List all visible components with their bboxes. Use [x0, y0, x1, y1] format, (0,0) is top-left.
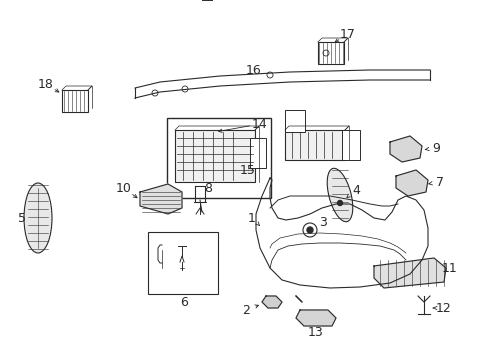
Bar [175, 130, 254, 182]
Polygon shape [373, 258, 445, 288]
Text: 10: 10 [116, 181, 132, 194]
Bar [148, 232, 218, 294]
Ellipse shape [24, 183, 52, 253]
Polygon shape [140, 184, 182, 214]
Bar [62, 90, 88, 112]
Text: 11: 11 [441, 261, 457, 274]
Text: 9: 9 [431, 141, 439, 154]
Text: 12: 12 [435, 302, 451, 315]
Text: 3: 3 [318, 216, 326, 229]
Text: 1: 1 [247, 211, 255, 225]
Text: 7: 7 [435, 175, 443, 189]
Text: 6: 6 [180, 296, 187, 309]
Bar [317, 42, 343, 64]
Bar [167, 118, 270, 198]
Polygon shape [262, 296, 282, 308]
Text: 13: 13 [307, 325, 323, 338]
Text: 8: 8 [203, 181, 212, 194]
Bar [341, 130, 359, 160]
Text: 16: 16 [245, 63, 262, 77]
Bar [249, 138, 265, 168]
Text: 4: 4 [351, 184, 359, 197]
Text: 18: 18 [38, 77, 54, 90]
Bar [285, 110, 305, 132]
Polygon shape [395, 170, 427, 196]
Text: 15: 15 [240, 163, 255, 176]
Text: 14: 14 [252, 117, 267, 130]
Polygon shape [295, 310, 335, 326]
Circle shape [306, 227, 312, 233]
Bar [285, 130, 345, 160]
Polygon shape [389, 136, 421, 162]
Circle shape [337, 201, 342, 206]
Text: 5: 5 [18, 211, 26, 225]
Ellipse shape [326, 168, 352, 222]
Text: 2: 2 [242, 303, 249, 316]
Text: 17: 17 [339, 27, 355, 40]
